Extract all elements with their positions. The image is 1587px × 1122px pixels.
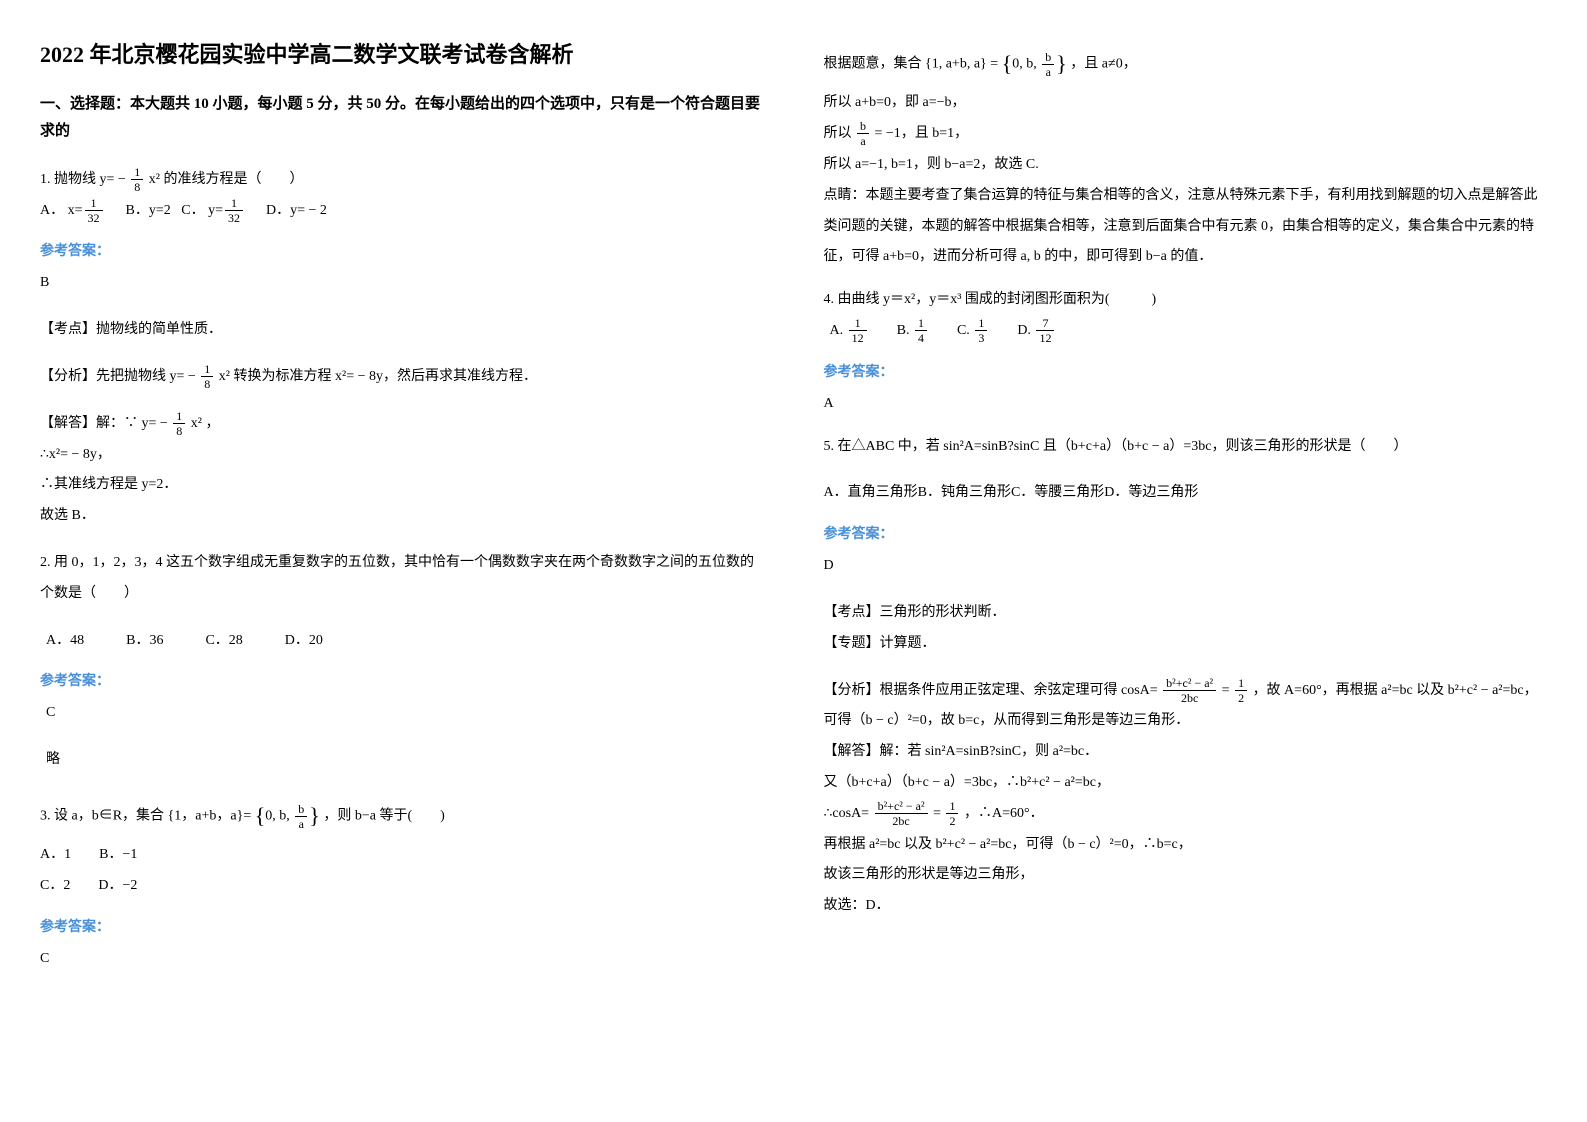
q5-jd6: 故选：D． xyxy=(824,891,1548,922)
q5-zhuanti: 【专题】计算题． xyxy=(824,629,1548,660)
q2-stem: 2. 用 0，1，2，3，4 这五个数字组成无重复数字的五位数，其中恰有一个偶数… xyxy=(40,548,764,610)
q5-jd2: 又（b+c+a）（b+c − a）=3bc，∴b²+c² − a²=bc， xyxy=(824,768,1548,799)
q1-kaodian: 【考点】抛物线的简单性质． xyxy=(40,315,764,346)
q2-options: A．48 B．36 C．28 D．20 xyxy=(46,626,764,657)
q1-opt-d: D．y= − 2 xyxy=(266,203,327,218)
q5-jd5: 故该三角形的形状是等边三角形， xyxy=(824,860,1548,891)
q1-step3: 故选 B． xyxy=(40,501,764,532)
q1-stem-b: x² 的准线方程是（ ） xyxy=(149,172,304,187)
q5-answer: D xyxy=(824,551,1548,582)
q1-opt-b: B．y=2 xyxy=(126,203,171,218)
q5-options: A．直角三角形B．钝角三角形C．等腰三角形D．等边三角形 xyxy=(824,478,1548,509)
q5-kaodian: 【考点】三角形的形状判断． xyxy=(824,598,1548,629)
q1-opt-a-frac: 132 xyxy=(85,197,103,224)
q1-frac: 18 xyxy=(131,166,143,193)
question-3: 3. 设 a，b∈R，集合 {1，a+b，a}= {0, b, ba} ，则 b… xyxy=(40,792,764,902)
question-1: 1. 抛物线 y= − 18 x² 的准线方程是（ ） A． x=132 B．y… xyxy=(40,165,764,227)
answer-label-2: 参考答案： xyxy=(40,670,764,690)
q1-opt-c-mid: y= xyxy=(208,203,223,218)
answer-label-5: 参考答案： xyxy=(824,523,1548,543)
q5-jd3: ∴cosA= b²+c² − a²2bc = 12 ，∴A=60°． xyxy=(824,799,1548,830)
answer-body-2: C 略 xyxy=(40,698,764,776)
q5-stem: 5. 在△ABC 中，若 sin²A=sinB?sinC 且（b+c+a）（b+… xyxy=(824,432,1548,463)
question-5: 5. 在△ABC 中，若 sin²A=sinB?sinC 且（b+c+a）（b+… xyxy=(824,432,1548,510)
q3-opts2: C．2 D．−2 xyxy=(40,878,137,893)
answer-body-1: B 【考点】抛物线的简单性质． 【分析】先把抛物线 y= − 18 x² 转换为… xyxy=(40,268,764,532)
answer-body-3: C xyxy=(40,944,764,975)
q1-answer: B xyxy=(40,268,764,299)
section-instruction: 一、选择题：本大题共 10 小题，每小题 5 分，共 50 分。在每小题给出的四… xyxy=(40,91,764,145)
answer-label-3: 参考答案： xyxy=(40,916,764,936)
question-2: 2. 用 0，1，2，3，4 这五个数字组成无重复数字的五位数，其中恰有一个偶数… xyxy=(40,548,764,656)
q2-note: 略 xyxy=(46,745,764,776)
q5-fenxi: 【分析】根据条件应用正弦定理、余弦定理可得 cosA= b²+c² − a²2b… xyxy=(824,676,1548,738)
q2-answer: C xyxy=(46,698,764,729)
q1-step1: ∴x²= − 8y， xyxy=(40,440,764,471)
q1-fenxi: 【分析】先把抛物线 y= − 18 x² 转换为标准方程 x²= − 8y，然后… xyxy=(40,362,764,393)
left-column: 2022 年北京樱花园实验中学高二数学文联考试卷含解析 一、选择题：本大题共 1… xyxy=(40,40,764,975)
q3-opts1: A．1 B．−1 xyxy=(40,847,137,862)
q4-stem: 4. 由曲线 y＝x²，y＝x³ 围成的封闭图形面积为( ) xyxy=(824,285,1548,316)
q5-jd1: 【解答】解：若 sin²A=sinB?sinC，则 a²=bc． xyxy=(824,737,1548,768)
q1-opt-a-pre: A． xyxy=(40,203,64,218)
q4-options: A. 112 B. 14 C. 13 D. 712 xyxy=(830,316,1548,347)
q5-jd4: 再根据 a²=bc 以及 b²+c² − a²=bc，可得（b − c）²=0，… xyxy=(824,830,1548,861)
q1-opt-c-frac: 132 xyxy=(225,197,243,224)
answer-body-4: A xyxy=(824,389,1548,420)
answer-label-1: 参考答案： xyxy=(40,240,764,260)
q1-step2: ∴其准线方程是 y=2． xyxy=(40,470,764,501)
q1-opt-a-mid: x= xyxy=(68,203,83,218)
answer-label-4: 参考答案： xyxy=(824,361,1548,381)
q1-stem-a: 1. 抛物线 y= − xyxy=(40,172,129,187)
right-column: 根据题意，集合 {1, a+b, a} = {0, b, ba} ，且 a≠0，… xyxy=(824,40,1548,975)
q1-opt-c-pre: C． xyxy=(181,203,204,218)
q3-solution: 根据题意，集合 {1, a+b, a} = {0, b, ba} ，且 a≠0，… xyxy=(824,40,1548,273)
q3-stem-b: ，则 b−a 等于( ) xyxy=(323,808,444,823)
question-4: 4. 由曲线 y＝x²，y＝x³ 围成的封闭图形面积为( ) A. 112 B.… xyxy=(824,285,1548,347)
q1-jieda: 【解答】解：∵ y= − 18 x² ， xyxy=(40,409,764,440)
q3-stem-a: 3. 设 a，b∈R，集合 {1，a+b，a}= xyxy=(40,808,255,823)
q3-answer: C xyxy=(40,944,764,975)
q4-answer: A xyxy=(824,389,1548,420)
page-title: 2022 年北京樱花园实验中学高二数学文联考试卷含解析 xyxy=(40,40,764,71)
answer-body-5: D 【考点】三角形的形状判断． 【专题】计算题． 【分析】根据条件应用正弦定理、… xyxy=(824,551,1548,922)
